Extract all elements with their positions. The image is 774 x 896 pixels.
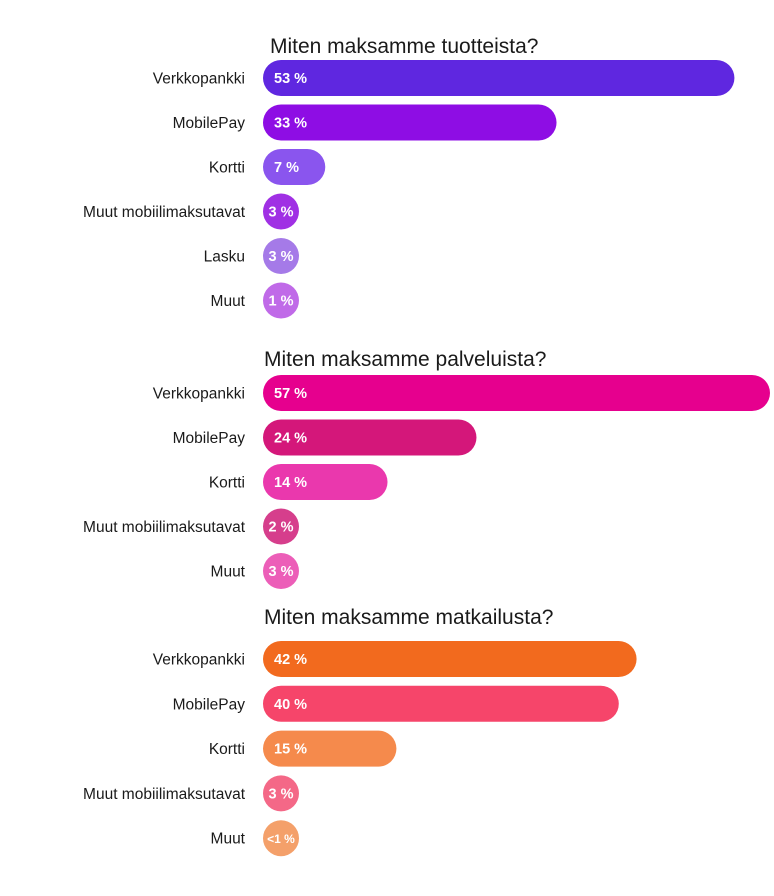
- category-label: Lasku: [204, 249, 245, 266]
- data-label: 57 %: [274, 386, 307, 402]
- data-label: 33 %: [274, 116, 307, 132]
- chart-panel-2: Miten maksamme palveluista? Verkkopankki 5…: [83, 348, 770, 589]
- data-label: 3 %: [269, 205, 294, 221]
- data-label: 53 %: [274, 71, 307, 87]
- category-label: Muut: [211, 293, 246, 310]
- chart-title: Miten maksamme matkailusta?: [264, 606, 553, 629]
- data-label: 3 %: [269, 564, 294, 580]
- bar: [263, 60, 735, 96]
- data-label: 15 %: [274, 742, 307, 758]
- data-label: 2 %: [269, 520, 294, 536]
- data-label: 3 %: [269, 249, 294, 265]
- chart-title: Miten maksamme tuotteista?: [270, 35, 538, 58]
- category-label: Verkkopankki: [153, 386, 245, 403]
- category-label: Kortti: [209, 160, 245, 177]
- category-label: Muut: [211, 831, 246, 848]
- bar: [263, 685, 619, 722]
- category-label: MobilePay: [173, 115, 246, 132]
- bar: [263, 464, 388, 500]
- bar: [263, 820, 299, 857]
- data-label: 42 %: [274, 652, 307, 668]
- category-label: Verkkopankki: [153, 71, 245, 88]
- category-label: Verkkopankki: [153, 652, 245, 669]
- data-label: 40 %: [274, 697, 307, 713]
- bar: [263, 282, 299, 319]
- bar: [263, 149, 326, 185]
- category-label: Muut mobiilimaksutavat: [83, 519, 246, 536]
- category-label: Kortti: [209, 741, 245, 758]
- category-label: Muut mobiilimaksutavat: [83, 204, 246, 221]
- chart-panel-1: Miten maksamme tuotteista? Verkkopankki 53…: [83, 35, 735, 319]
- chart-title: Miten maksamme palveluista?: [264, 348, 546, 371]
- category-label: Muut: [211, 564, 246, 581]
- data-label: 7 %: [274, 160, 299, 176]
- bar: [263, 641, 637, 677]
- data-label: 1 %: [269, 294, 294, 310]
- category-label: Muut mobiilimaksutavat: [83, 786, 246, 803]
- data-label: 14 %: [274, 475, 307, 491]
- chart-panel-3: Miten maksamme matkailusta? Verkkopankki 4…: [83, 606, 637, 857]
- data-label: <1 %: [267, 832, 295, 846]
- bar: [263, 419, 477, 456]
- category-label: MobilePay: [173, 696, 246, 713]
- bar: [263, 104, 557, 141]
- bar: [263, 553, 299, 589]
- data-label: 24 %: [274, 431, 307, 447]
- bar: [263, 508, 299, 545]
- bar: [263, 775, 299, 812]
- category-label: MobilePay: [173, 430, 246, 447]
- bar: [263, 730, 397, 767]
- bar: [263, 193, 299, 230]
- category-label: Kortti: [209, 475, 245, 492]
- bar: [263, 238, 299, 274]
- data-label: 3 %: [269, 786, 294, 802]
- bar: [263, 375, 770, 411]
